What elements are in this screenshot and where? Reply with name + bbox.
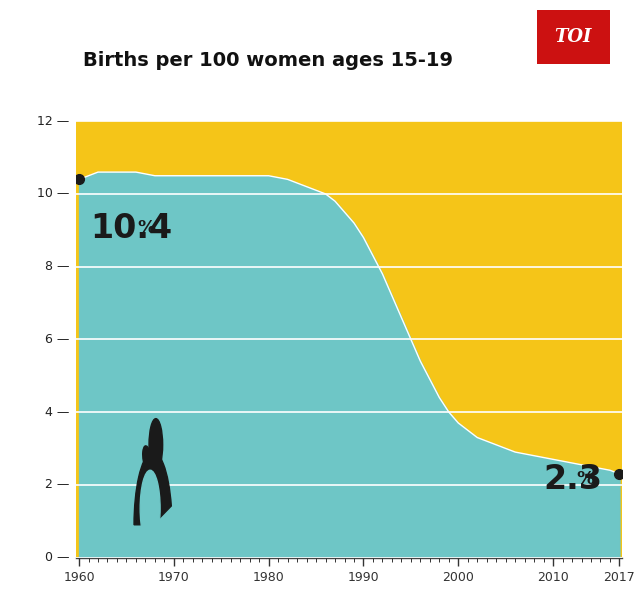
- Circle shape: [144, 501, 152, 534]
- Ellipse shape: [143, 446, 151, 469]
- Text: 2 —: 2 —: [45, 478, 69, 491]
- Text: 8 —: 8 —: [44, 260, 69, 273]
- Text: 0 —: 0 —: [44, 551, 69, 564]
- Text: 12 —: 12 —: [37, 115, 69, 128]
- Text: %: %: [577, 470, 595, 488]
- Text: 2.3: 2.3: [544, 463, 603, 496]
- Text: TOI: TOI: [554, 28, 592, 46]
- Text: 10 —: 10 —: [37, 187, 69, 201]
- Text: 6 —: 6 —: [45, 333, 69, 346]
- Text: %: %: [138, 219, 156, 238]
- Text: Births per 100 women ages 15-19: Births per 100 women ages 15-19: [83, 51, 453, 70]
- Circle shape: [149, 419, 163, 471]
- Circle shape: [140, 470, 160, 547]
- Wedge shape: [134, 452, 171, 525]
- Text: 10.4: 10.4: [90, 212, 173, 245]
- Text: 4 —: 4 —: [45, 405, 69, 419]
